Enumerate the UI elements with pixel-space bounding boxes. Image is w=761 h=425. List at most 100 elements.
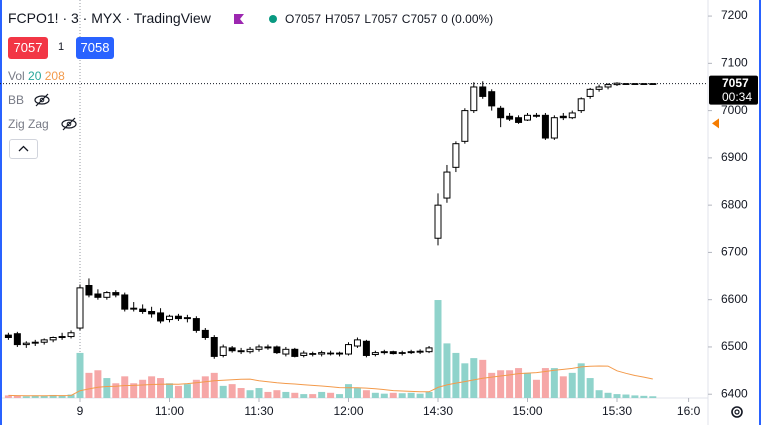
candle-body (524, 114, 531, 121)
flag-icon[interactable] (233, 13, 245, 25)
volume-bar (210, 372, 218, 398)
volume-bar (103, 378, 111, 398)
symbol-title: FCPO1! · 3 · MYX · TradingView (8, 10, 211, 26)
volume-value: 20 (28, 69, 42, 83)
volume-bar (631, 395, 639, 398)
candle-body (398, 352, 406, 354)
volume-bar (595, 390, 603, 398)
volume-bar (237, 388, 245, 398)
volume-bar (541, 368, 549, 398)
candle-body (470, 86, 478, 112)
candle-body (380, 351, 388, 354)
x-tick-label: 11:30 (244, 404, 273, 418)
volume-bar (398, 393, 406, 398)
chevron (18, 145, 29, 152)
candle-body (506, 115, 514, 120)
x-tick-label: 15:00 (512, 404, 542, 418)
close: C7057 (401, 12, 438, 26)
candle-body (237, 350, 245, 353)
candle-body (613, 82, 621, 86)
hidden-icon[interactable] (33, 93, 51, 107)
volume-bar (506, 370, 514, 398)
candle-body (443, 171, 451, 199)
volume-bar (76, 352, 84, 398)
volume-bar (389, 392, 397, 398)
candle-body (488, 91, 496, 107)
hidden-icon[interactable] (60, 117, 78, 131)
candle-body (640, 83, 648, 85)
candle-body (532, 114, 540, 117)
candle-body (264, 346, 272, 349)
candle-body (434, 204, 442, 239)
volume-bar (13, 395, 21, 398)
candle-body (94, 293, 102, 298)
bid-button[interactable]: 7057 (8, 37, 48, 59)
volume-bar (497, 370, 505, 398)
candle-body (85, 285, 93, 296)
y-tick-label: 6400 (721, 386, 748, 400)
volume-bar (434, 300, 442, 398)
y-tick-label: 6600 (721, 292, 748, 306)
volume-bar (67, 394, 75, 398)
candle-body (595, 86, 603, 90)
candle-body (559, 115, 567, 119)
volume-bar (577, 363, 585, 398)
candle-body (130, 307, 138, 310)
candle-body (541, 114, 549, 139)
volume-bar (416, 393, 424, 398)
candle-body (58, 336, 66, 338)
candle-body (622, 83, 630, 85)
candle-body (425, 347, 433, 353)
candle-body (210, 336, 218, 357)
volume-bar (568, 372, 576, 398)
candle-body (139, 308, 147, 312)
volume-bar (228, 384, 236, 398)
volume-bar (336, 394, 344, 398)
volume-bar (148, 376, 156, 398)
frame-right (759, 0, 761, 425)
candle-body (452, 143, 460, 168)
volume-bar (425, 391, 433, 398)
volume-bar (282, 391, 290, 398)
candle-body (362, 340, 370, 356)
volume-ma (8, 365, 653, 397)
volume-bar (362, 390, 370, 398)
y-tick-label: 6900 (721, 150, 748, 164)
candle-body (336, 352, 344, 355)
candle-body (174, 315, 182, 320)
candle-body (353, 339, 361, 347)
price-label-box (709, 75, 758, 105)
volume-bar (353, 388, 361, 398)
y-tick-label: 7100 (721, 56, 748, 70)
candle-body (192, 318, 200, 331)
candle-body (479, 86, 487, 97)
y-tick-label: 6500 (721, 339, 748, 353)
ask-button[interactable]: 7058 (76, 37, 114, 59)
settings-icon[interactable] (731, 406, 743, 418)
x-tick-label: 11:00 (155, 404, 184, 418)
volume-bar (461, 363, 469, 398)
candle-body (201, 329, 209, 338)
volume-bar (452, 352, 460, 398)
candle-body (22, 342, 30, 346)
volume-bar (139, 379, 147, 398)
candle-body (228, 347, 236, 352)
price-label: 7057 (722, 76, 749, 90)
volume-bar (94, 370, 102, 398)
volume-bar (291, 392, 299, 398)
y-tick-label: 6800 (721, 197, 748, 211)
x-tick-label: 15:30 (602, 404, 632, 418)
bb-legend: BB (8, 93, 25, 107)
frame-left (0, 0, 2, 425)
candle-body (31, 341, 39, 344)
candle-body (604, 84, 612, 88)
collapse-button[interactable] (9, 139, 38, 159)
candle-body (345, 344, 352, 355)
candle-body (371, 352, 379, 356)
candle-body (461, 110, 469, 142)
volume-bar (58, 395, 66, 398)
candle-body (112, 292, 120, 296)
candle-body (577, 98, 585, 112)
volume-bar (300, 394, 308, 398)
